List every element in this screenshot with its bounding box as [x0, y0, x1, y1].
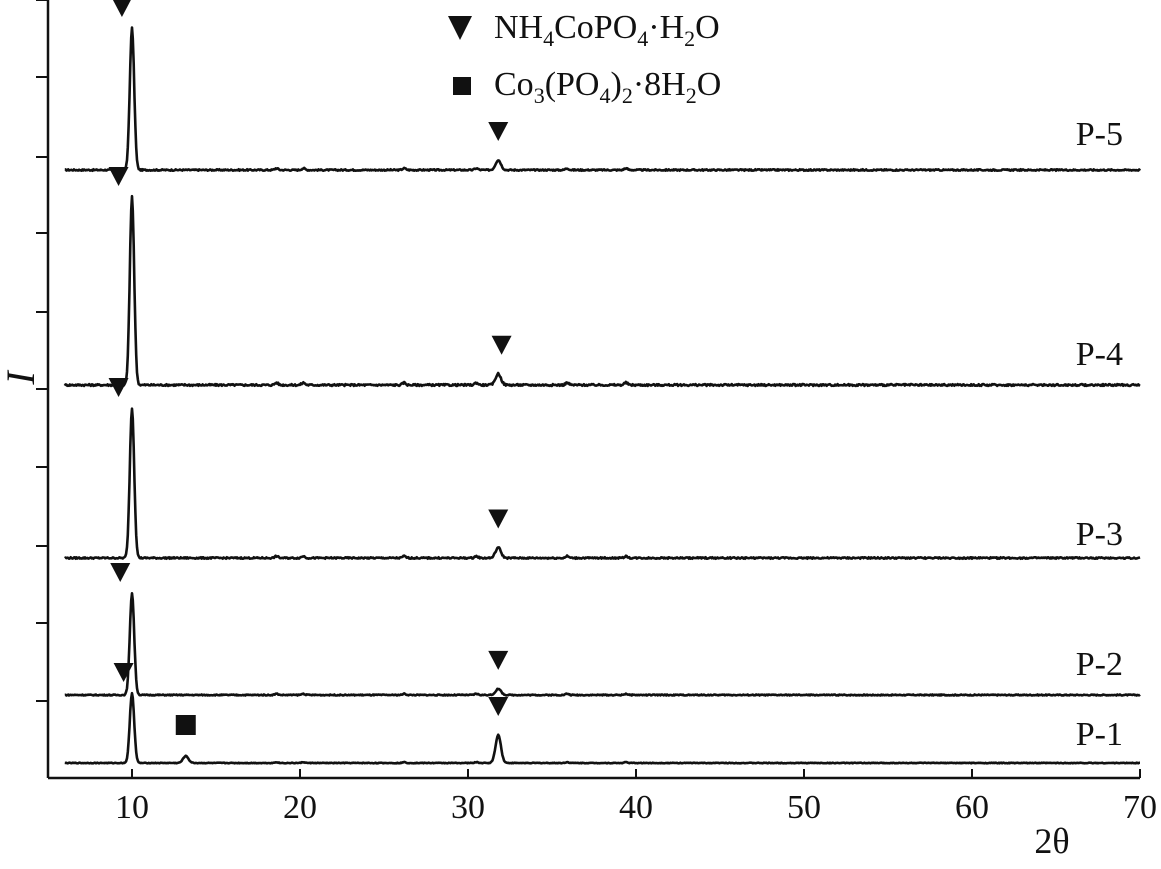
series-p-1: P-1 — [64, 663, 1141, 765]
nh4copo4-peak-marker — [113, 663, 134, 682]
nh4copo4-peak-marker — [488, 122, 509, 142]
legend-entry-label: NH4CoPO4·H2O — [494, 9, 720, 51]
nh4copo4-peak-marker — [488, 697, 509, 716]
axes — [46, 0, 1140, 780]
series-p-5: P-5 — [64, 0, 1142, 172]
series-p-3: P-3 — [64, 378, 1141, 561]
y-axis-label: I — [0, 370, 43, 386]
nh4copo4-peak-marker — [488, 650, 509, 670]
series-layer: P-5 P-4 P-3 P-2 P-1 — [63, 0, 1142, 765]
x-tick-label: 70 — [1123, 789, 1157, 826]
x-axis-label: 2θ — [1034, 821, 1069, 861]
x-tick-label: 20 — [283, 789, 317, 826]
nh4copo4-peak-marker — [108, 378, 129, 397]
pattern-line — [64, 691, 1141, 765]
legend-square-icon — [453, 77, 471, 95]
series-label: P-5 — [1076, 116, 1123, 153]
pattern-line — [64, 26, 1142, 172]
y-ticks — [36, 0, 48, 702]
nh4copo4-peak-marker — [110, 563, 131, 582]
x-ticks: 10 20 30 40 50 60 70 — [115, 769, 1157, 826]
pattern-line — [64, 591, 1141, 697]
series-label: P-2 — [1076, 646, 1123, 683]
legend-entry-label: Co3(PO4)2·8H2O — [494, 66, 721, 108]
legend-triangle-icon — [448, 16, 472, 40]
nh4copo4-peak-marker — [491, 335, 512, 355]
x-tick-label: 50 — [787, 789, 821, 826]
pattern-line — [63, 194, 1141, 388]
nh4copo4-peak-marker — [488, 509, 509, 529]
x-tick-label: 30 — [451, 789, 485, 826]
co3po42-peak-marker — [175, 715, 196, 735]
legend: NH4CoPO4·H2O Co3(PO4)2·8H2O — [448, 9, 721, 108]
x-tick-label: 10 — [115, 789, 149, 826]
series-p-2: P-2 — [64, 563, 1141, 697]
nh4copo4-peak-marker — [108, 167, 129, 186]
series-label: P-3 — [1076, 516, 1123, 553]
x-tick-label: 60 — [955, 789, 989, 826]
nh4copo4-peak-marker — [112, 0, 131, 17]
series-p-4: P-4 — [63, 167, 1141, 388]
pattern-line — [64, 407, 1141, 561]
series-label: P-4 — [1076, 336, 1123, 373]
series-label: P-1 — [1076, 716, 1123, 753]
x-tick-label: 40 — [619, 789, 653, 826]
